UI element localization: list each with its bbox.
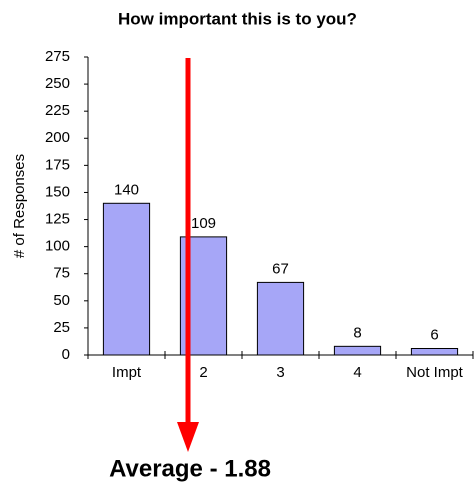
data-label: 67 (272, 260, 289, 277)
bar (256, 281, 305, 356)
plot-area: 0 25 50 75 100 125 150 175 200 225 250 275 Impt 140 2 1… (45, 48, 474, 381)
y-tick-label: 250 (45, 75, 70, 92)
data-label: 6 (430, 326, 438, 343)
y-tick-label: 200 (45, 129, 70, 146)
y-tick-label: 25 (53, 319, 70, 336)
bar (333, 345, 382, 356)
y-tick-label: 275 (45, 48, 70, 65)
data-label: 140 (114, 181, 139, 198)
x-tick-label: 4 (353, 364, 361, 381)
data-label: 8 (353, 324, 361, 341)
x-tick-label: 3 (276, 364, 284, 381)
data-label: 109 (191, 215, 216, 232)
x-tick-label: 2 (199, 364, 207, 381)
y-axis-label: # of Responses (11, 154, 28, 258)
y-tick-label: 225 (45, 102, 70, 119)
y-tick-label: 0 (62, 346, 70, 363)
y-tick-label: 150 (45, 183, 70, 200)
y-tick-label: 75 (53, 265, 70, 282)
bar (102, 202, 151, 356)
y-tick-label: 100 (45, 238, 70, 255)
average-arrow-head (177, 422, 199, 452)
bar (410, 347, 459, 356)
chart-title: How important this is to you? (118, 9, 357, 28)
y-tick-label: 50 (53, 292, 70, 309)
y-tick-label: 125 (45, 211, 70, 228)
y-tick-label: 175 (45, 156, 70, 173)
average-annotation: Average - 1.88 (109, 455, 271, 482)
x-tick-label: Impt (112, 364, 142, 381)
x-tick-label: Not Impt (406, 364, 464, 381)
